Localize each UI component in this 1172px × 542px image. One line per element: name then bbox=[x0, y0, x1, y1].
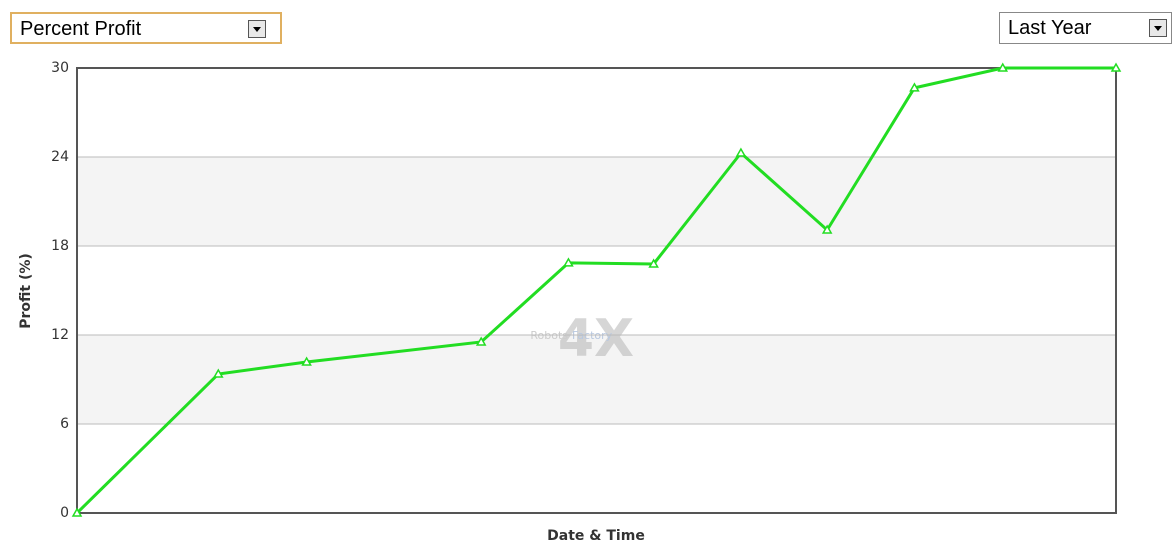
point bbox=[997, 62, 1009, 72]
point bbox=[735, 147, 747, 157]
point bbox=[821, 224, 833, 234]
y-tick-label: 6 bbox=[60, 416, 69, 432]
band bbox=[77, 335, 1116, 424]
watermark-logo: 4X bbox=[558, 309, 634, 369]
point bbox=[71, 507, 83, 517]
period-dropdown[interactable]: Last Year bbox=[999, 12, 1172, 44]
point bbox=[909, 82, 920, 92]
point bbox=[563, 257, 574, 267]
point bbox=[1110, 62, 1122, 72]
line bbox=[75, 66, 1116, 515]
metric-dropdown[interactable]: Percent Profit bbox=[10, 12, 282, 44]
bands bbox=[77, 157, 1116, 424]
plot-frame bbox=[76, 67, 1117, 514]
dropdown-button[interactable] bbox=[248, 20, 266, 38]
y-tick-label: 12 bbox=[51, 327, 69, 343]
point bbox=[301, 356, 312, 366]
dropdown-button[interactable] bbox=[1149, 19, 1167, 37]
metric-value: Percent Profit bbox=[20, 18, 142, 40]
period-value: Last Year bbox=[1008, 17, 1092, 39]
y-tick-label: 0 bbox=[60, 505, 69, 521]
y-tick-label: 24 bbox=[51, 149, 69, 165]
y-tick-label: 30 bbox=[51, 60, 69, 76]
y-axis-label: Profit (%) bbox=[18, 253, 34, 329]
x-axis-label: Date & Time bbox=[547, 528, 645, 542]
band bbox=[77, 157, 1116, 246]
y-tick-label: 18 bbox=[51, 238, 69, 254]
point bbox=[475, 336, 487, 346]
point bbox=[213, 368, 224, 378]
point bbox=[648, 258, 659, 268]
